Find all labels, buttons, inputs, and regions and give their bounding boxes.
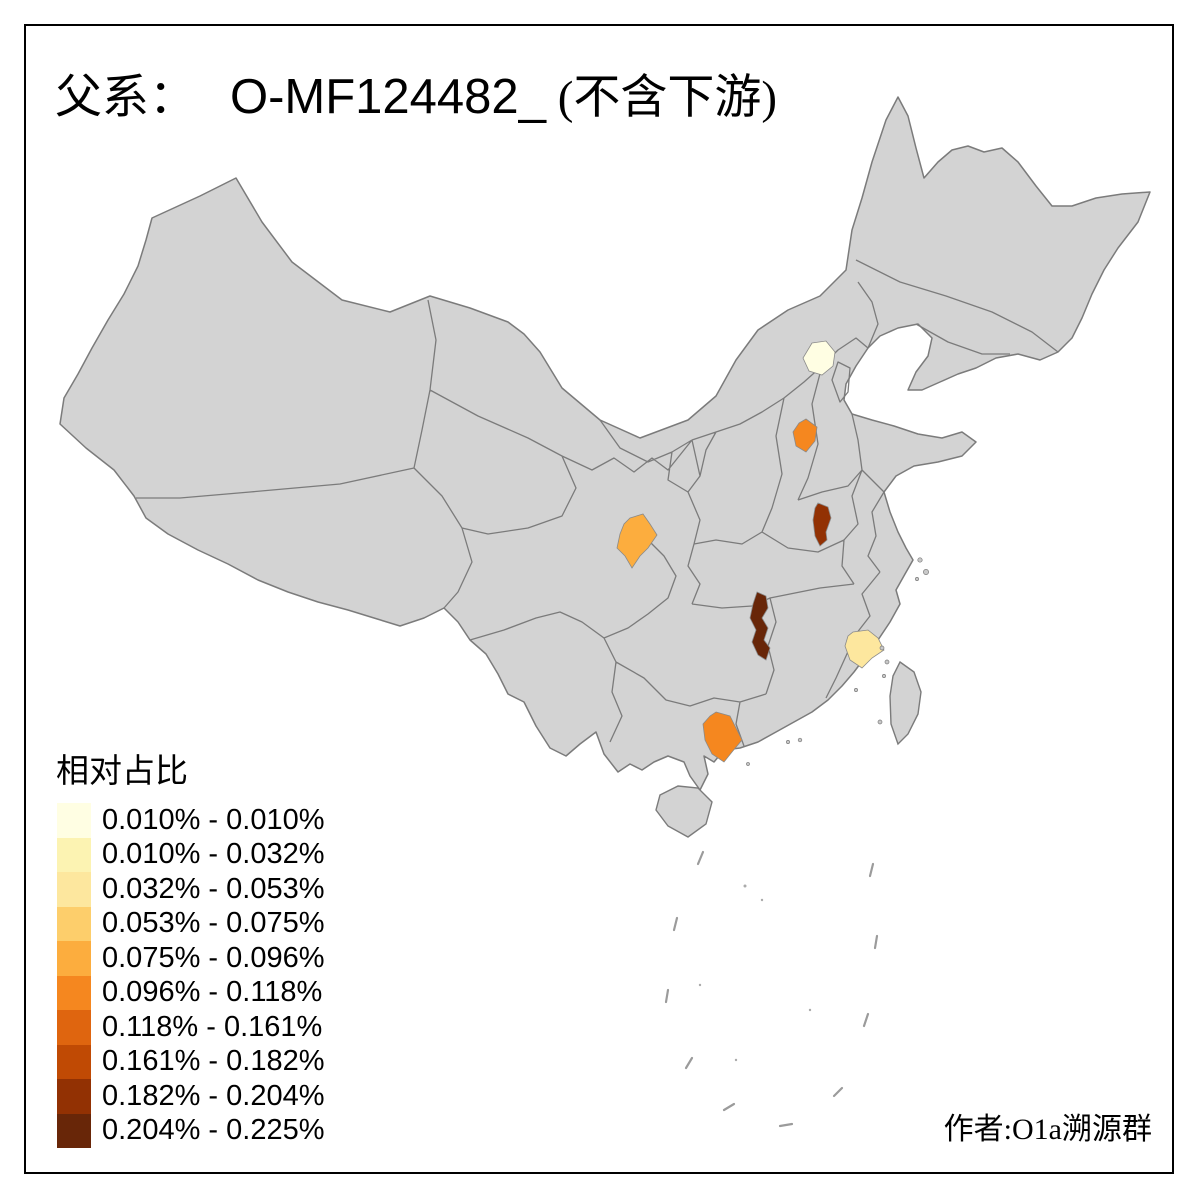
legend-item: 0.032% - 0.053% — [57, 872, 324, 907]
legend-label: 0.010% - 0.010% — [102, 803, 325, 836]
hainan-island — [655, 785, 713, 838]
legend-swatch — [57, 975, 91, 1010]
legend-item: 0.182% - 0.204% — [57, 1079, 324, 1114]
legend-title: 相对占比 — [56, 754, 188, 790]
legend-item: 0.075% - 0.096% — [57, 941, 324, 976]
legend-item: 0.053% - 0.075% — [57, 906, 325, 941]
legend-label: 0.010% - 0.032% — [102, 838, 325, 871]
map-region-hunan-jiangxi-border — [749, 591, 771, 661]
legend-label: 0.161% - 0.182% — [102, 1045, 325, 1078]
title-prefix: 父系： — [55, 72, 196, 124]
legend-item: 0.118% - 0.161% — [57, 1010, 324, 1045]
map-region-chengdu-sichuan — [616, 513, 658, 569]
legend-label: 0.032% - 0.053% — [102, 872, 325, 905]
coastal-islands — [746, 557, 929, 766]
attribution: 作者:O1a溯源群 — [943, 1113, 1152, 1146]
legend-swatch — [57, 1079, 91, 1114]
map-region-central-henan — [812, 502, 832, 547]
legend-label: 0.053% - 0.075% — [102, 907, 325, 940]
legend-items: 0.010% - 0.010% 0.010% - 0.032% 0.032% - 0… — [57, 803, 324, 1148]
south-china-sea-dashes — [664, 850, 879, 1128]
legend-swatch — [57, 906, 91, 941]
legend-label: 0.096% - 0.118% — [102, 976, 323, 1009]
legend-swatch — [57, 803, 91, 838]
legend-item: 0.204% - 0.225% — [57, 1113, 325, 1148]
title-haplogroup-code: O-MF124482_ — [230, 70, 546, 124]
legend-swatch — [57, 872, 91, 907]
legend-label: 0.118% - 0.161% — [102, 1010, 323, 1043]
legend-item: 0.010% - 0.010% — [57, 803, 324, 838]
legend-label: 0.075% - 0.096% — [102, 941, 325, 974]
legend-swatch — [57, 1044, 91, 1079]
south-china-sea-islets — [698, 884, 812, 1062]
page-title: 父系： O-MF124482_ (不含下游) — [55, 58, 777, 127]
legend-item: 0.010% - 0.032% — [57, 837, 325, 872]
title-suffix-text: (不含下游) — [557, 72, 778, 124]
map-region-beijing — [802, 340, 836, 376]
legend-item: 0.161% - 0.182% — [57, 1044, 325, 1079]
legend-label: 0.204% - 0.225% — [102, 1114, 325, 1147]
map-region-coastal-fujian — [844, 629, 885, 669]
taiwan-island — [889, 660, 922, 746]
plot-frame — [24, 24, 1174, 1174]
map-region-south-hebei — [792, 418, 818, 453]
legend-item: 0.096% - 0.118% — [57, 975, 324, 1010]
legend-swatch — [57, 941, 91, 976]
map-region-west-guangdong — [702, 711, 743, 763]
legend-swatch — [57, 1113, 91, 1148]
legend-swatch — [57, 1010, 91, 1045]
legend-label: 0.182% - 0.204% — [102, 1079, 325, 1112]
legend-swatch — [57, 837, 91, 872]
title-suffix — [546, 72, 558, 124]
